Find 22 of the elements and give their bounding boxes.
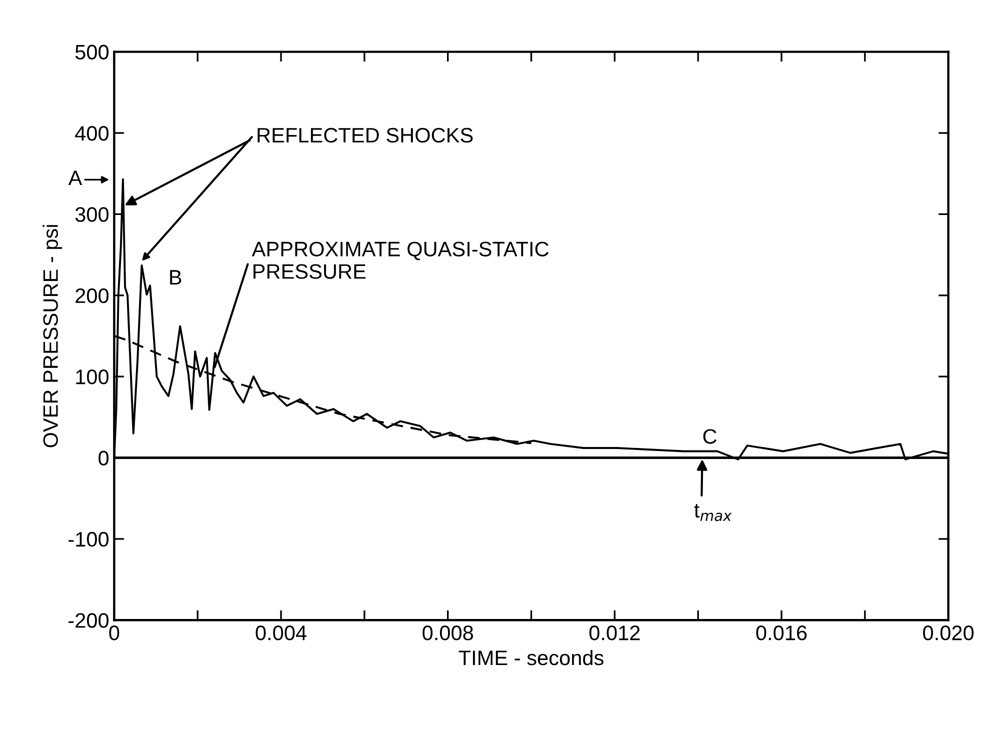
y-tick-label: 200 (76, 288, 109, 304)
x-tick-label: 0.004 (256, 626, 306, 640)
x-tick-label: 0.016 (756, 626, 807, 640)
x-tick-label: 0.012 (589, 626, 640, 640)
y-tick-label: -200 (68, 613, 109, 628)
annotation: t$_{max}$ (694, 504, 732, 522)
y-tick-label: 500 (75, 44, 109, 60)
y-tick-label: 400 (75, 126, 109, 141)
annotation: C (703, 429, 716, 444)
x-tick-label: 0 (109, 626, 120, 640)
x-tick-label: 0.008 (422, 626, 474, 640)
y-axis-title: OVER PRESSURE - psi (42, 225, 62, 448)
y-tick-label: 300 (75, 207, 109, 222)
x-axis-title: TIME - seconds (458, 650, 604, 666)
text: A (68, 170, 82, 186)
y-tick-label: 100 (76, 370, 109, 384)
annotation: REFLECTED SHOCKS (258, 128, 473, 143)
annotation: B (170, 270, 182, 285)
y-tick-label: -100 (68, 532, 109, 547)
y-tick-label: 0 (98, 450, 109, 466)
annotation: APPROXIMATE QUASI-STATIC PRESSURE (252, 242, 549, 279)
x-tick-label: 0.020 (923, 626, 974, 640)
